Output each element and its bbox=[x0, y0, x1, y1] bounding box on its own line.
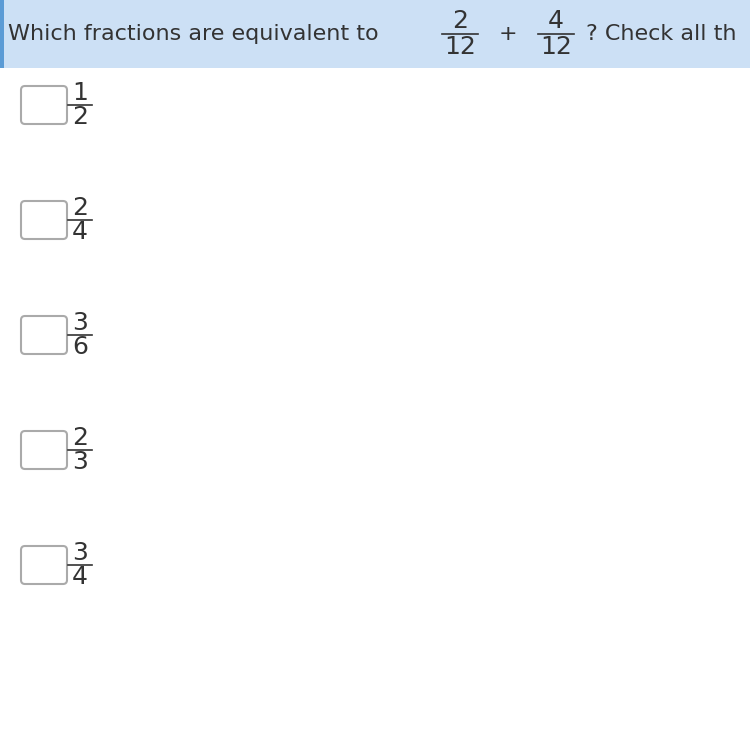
Bar bbox=[0, 0, 750, 68]
Text: 3: 3 bbox=[72, 311, 88, 335]
FancyBboxPatch shape bbox=[21, 201, 67, 239]
Text: 2: 2 bbox=[452, 9, 468, 33]
Text: 6: 6 bbox=[72, 335, 88, 359]
Text: 2: 2 bbox=[72, 196, 88, 220]
FancyBboxPatch shape bbox=[21, 431, 67, 469]
Text: 2: 2 bbox=[72, 426, 88, 450]
Text: 4: 4 bbox=[548, 9, 564, 33]
FancyBboxPatch shape bbox=[21, 546, 67, 584]
Text: 12: 12 bbox=[444, 35, 476, 59]
Text: 4: 4 bbox=[72, 565, 88, 589]
Text: 12: 12 bbox=[540, 35, 572, 59]
Text: 4: 4 bbox=[72, 220, 88, 244]
FancyBboxPatch shape bbox=[21, 316, 67, 354]
Bar bbox=[0, 0, 4, 68]
Text: 3: 3 bbox=[72, 541, 88, 565]
Text: Which fractions are equivalent to: Which fractions are equivalent to bbox=[8, 24, 386, 44]
Text: 1: 1 bbox=[72, 81, 88, 105]
Text: +: + bbox=[499, 24, 517, 44]
Text: 3: 3 bbox=[72, 450, 88, 474]
Text: 2: 2 bbox=[72, 105, 88, 129]
FancyBboxPatch shape bbox=[21, 86, 67, 124]
Text: ? Check all th: ? Check all th bbox=[586, 24, 736, 44]
